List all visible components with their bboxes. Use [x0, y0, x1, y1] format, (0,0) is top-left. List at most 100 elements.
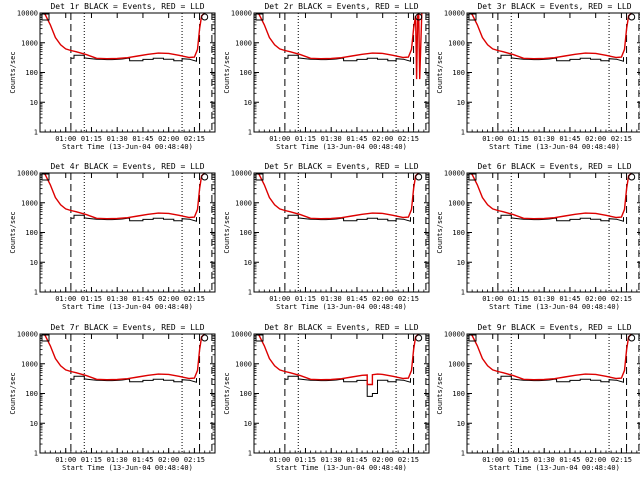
start-marker-box: [41, 13, 50, 21]
y-tick-label: 1000: [21, 199, 38, 207]
start-marker-box: [255, 13, 264, 21]
y-tick-label: 10000: [231, 170, 252, 178]
y-tick-label: 10000: [444, 10, 465, 18]
x-tick-label: 02:15: [398, 295, 419, 303]
y-tick-label: 1000: [21, 360, 38, 368]
x-tick-label: 01:45: [132, 295, 153, 303]
y-axis-label: Counts/sec: [223, 51, 231, 93]
chart-title: Det 1r BLACK = Events, RED = LLD: [50, 2, 204, 11]
y-tick-label: 1: [34, 289, 38, 297]
x-tick-label: 01:00: [482, 295, 503, 303]
series-line-events: [70, 54, 197, 62]
chart-panel-5: Det 5r BLACK = Events, RED = LLD 1 10 100 10…: [223, 162, 430, 311]
chart-title: Det 6r BLACK = Events, RED = LLD: [477, 162, 631, 171]
x-tick-label: 02:00: [585, 135, 606, 143]
start-marker-box: [41, 334, 50, 342]
x-tick-label: 01:45: [346, 456, 367, 464]
x-tick-label: 01:15: [508, 135, 529, 143]
x-tick-label: 02:15: [398, 135, 419, 143]
end-marker-circle: [628, 334, 636, 342]
x-tick-label: 01:30: [107, 295, 128, 303]
x-tick-label: 01:00: [482, 456, 503, 464]
y-tick-label: 1000: [235, 199, 252, 207]
series-line-lld: [468, 334, 633, 381]
y-axis-label: Counts/sec: [9, 51, 17, 93]
x-tick-label: 02:00: [158, 295, 179, 303]
series-line-events: [497, 375, 624, 383]
y-tick-label: 100: [25, 69, 38, 77]
chart-title: Det 2r BLACK = Events, RED = LLD: [264, 2, 418, 11]
x-tick-label: 01:15: [295, 295, 316, 303]
y-tick-label: 1: [461, 289, 465, 297]
chart-title: Det 7r BLACK = Events, RED = LLD: [50, 323, 204, 332]
series-line-lld: [41, 173, 206, 220]
x-tick-label: 01:45: [346, 135, 367, 143]
y-tick-label: 10: [30, 259, 38, 267]
series-line-events: [70, 375, 197, 383]
end-marker-circle: [201, 13, 209, 21]
y-tick-label: 100: [239, 390, 252, 398]
x-tick-label: 02:00: [372, 135, 393, 143]
x-axis-label: Start Time (13-Jun-04 00:48:40): [489, 143, 620, 151]
y-tick-label: 1: [34, 450, 38, 458]
y-axis-label: Counts/sec: [9, 211, 17, 253]
x-tick-label: 01:15: [508, 456, 529, 464]
series-line-lld: [255, 13, 423, 80]
end-marker-circle: [415, 334, 423, 342]
x-axis-label: Start Time (13-Jun-04 00:48:40): [276, 303, 407, 311]
x-axis-label: Start Time (13-Jun-04 00:48:40): [62, 464, 193, 472]
y-tick-label: 100: [452, 229, 465, 237]
chart-panel-3: Det 3r BLACK = Events, RED = LLD 1 10 100 10…: [436, 2, 640, 151]
axes-frame: [466, 12, 640, 133]
y-tick-label: 100: [25, 390, 38, 398]
axes-frame: [466, 172, 640, 293]
x-tick-label: 02:15: [398, 456, 419, 464]
chart-panel-4: Det 4r BLACK = Events, RED = LLD 1 10 100 10…: [9, 162, 216, 311]
x-tick-label: 01:00: [269, 295, 290, 303]
series-line-lld: [41, 334, 206, 381]
y-tick-label: 1: [248, 129, 252, 137]
y-tick-label: 10000: [444, 170, 465, 178]
x-tick-label: 01:45: [132, 135, 153, 143]
series-line-lld: [468, 173, 633, 220]
x-tick-label: 01:45: [559, 295, 580, 303]
y-tick-label: 10: [244, 99, 252, 107]
x-tick-label: 01:15: [81, 456, 102, 464]
y-tick-label: 100: [452, 390, 465, 398]
x-tick-label: 01:45: [346, 295, 367, 303]
y-tick-label: 10: [457, 99, 465, 107]
y-tick-label: 100: [239, 69, 252, 77]
y-tick-label: 10000: [231, 331, 252, 339]
series-line-events: [284, 54, 411, 62]
series-line-events: [497, 214, 624, 222]
chart-panel-2: Det 2r BLACK = Events, RED = LLD 1 10 100 10…: [223, 2, 430, 151]
y-tick-label: 1000: [21, 39, 38, 47]
y-tick-label: 1: [248, 450, 252, 458]
chart-title: Det 9r BLACK = Events, RED = LLD: [477, 323, 631, 332]
x-tick-label: 02:00: [372, 295, 393, 303]
y-tick-label: 1000: [448, 360, 465, 368]
start-marker-box: [468, 13, 477, 21]
x-axis-label: Start Time (13-Jun-04 00:48:40): [489, 464, 620, 472]
start-marker-box: [255, 334, 264, 342]
y-tick-label: 10: [457, 259, 465, 267]
series-line-events: [497, 54, 624, 62]
x-tick-label: 01:00: [55, 135, 76, 143]
axes-frame: [253, 333, 430, 454]
y-tick-label: 100: [239, 229, 252, 237]
x-tick-label: 02:15: [611, 135, 632, 143]
x-axis-label: Start Time (13-Jun-04 00:48:40): [489, 303, 620, 311]
series-line-events: [70, 214, 197, 222]
x-tick-label: 01:30: [534, 295, 555, 303]
x-tick-label: 01:15: [295, 135, 316, 143]
y-tick-label: 10: [30, 99, 38, 107]
chart-panel-8: Det 8r BLACK = Events, RED = LLD 1 10 100 10…: [223, 323, 430, 472]
x-tick-label: 01:30: [534, 456, 555, 464]
series-line-events: [284, 375, 411, 397]
x-tick-label: 01:15: [81, 295, 102, 303]
y-tick-label: 10: [30, 420, 38, 428]
chart-panel-9: Det 9r BLACK = Events, RED = LLD 1 10 100 10…: [436, 323, 640, 472]
chart-panel-1: Det 1r BLACK = Events, RED = LLD 1 10 100 10…: [9, 2, 216, 151]
y-tick-label: 10: [457, 420, 465, 428]
y-tick-label: 10000: [231, 10, 252, 18]
